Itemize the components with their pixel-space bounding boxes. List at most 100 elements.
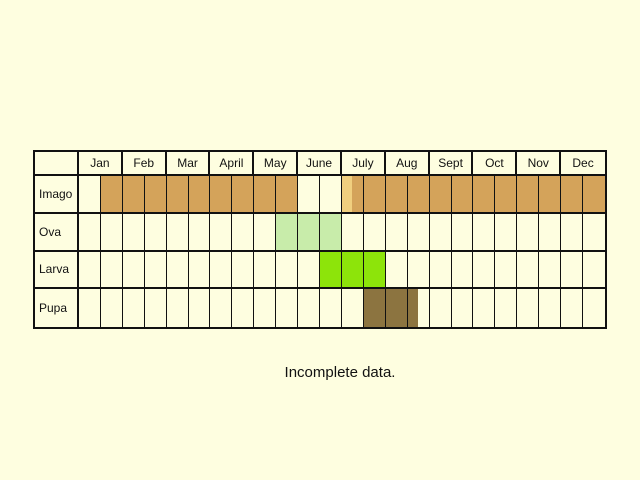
half-month-cell: [385, 213, 408, 252]
activity-fill: [166, 176, 188, 212]
half-month-cell: [561, 213, 584, 252]
half-month-cell: [363, 251, 386, 290]
activity-fill: [341, 176, 353, 212]
activity-fill: [363, 251, 385, 288]
activity-fill: [298, 213, 320, 250]
month-header: Oct: [473, 152, 518, 176]
half-month-cell: [145, 289, 167, 327]
activity-fill: [451, 176, 473, 212]
half-month-cell: [363, 213, 386, 252]
half-month-cell: [473, 213, 496, 252]
activity-fill: [583, 176, 605, 212]
half-month-cell: [583, 289, 605, 327]
activity-fill: [495, 176, 517, 212]
half-month-cell: [101, 289, 123, 327]
stage-label: Imago: [35, 176, 79, 214]
half-month-cell: [166, 176, 189, 214]
month-header: May: [254, 152, 299, 176]
half-month-cell: [210, 176, 233, 214]
half-month-cell: [561, 289, 584, 327]
half-month-cell: [473, 289, 496, 327]
activity-fill: [320, 213, 341, 250]
half-month-cell: [320, 289, 342, 327]
activity-fill: [539, 176, 561, 212]
half-month-cell: [385, 289, 408, 327]
activity-fill: [320, 251, 341, 288]
half-month-cell: [473, 176, 496, 214]
half-month-cell: [167, 289, 189, 327]
half-month-cell: [232, 251, 255, 290]
half-month-cell: [298, 213, 321, 252]
activity-fill: [363, 289, 385, 327]
activity-fill: [429, 176, 451, 212]
activity-fill: [385, 289, 407, 327]
stage-label: Pupa: [35, 289, 79, 327]
half-month-cell: [100, 176, 123, 214]
month-header: Nov: [517, 152, 562, 176]
half-month-cell: [517, 176, 540, 214]
incomplete-data-note: Incomplete data.: [284, 364, 396, 381]
half-month-cell: [122, 251, 145, 290]
activity-fill: [473, 176, 495, 212]
half-month-cell: [232, 289, 255, 327]
half-month-cell: [298, 289, 321, 327]
half-month-cell: [473, 251, 496, 290]
half-month-cell: [517, 289, 540, 327]
month-header: Dec: [561, 152, 605, 176]
life-cycle-calendar: Jan Feb Mar April May June July Aug Sept Oct Nov De…: [33, 150, 607, 329]
half-month-cell: [79, 251, 101, 290]
half-month-cell: [254, 213, 277, 252]
half-month-cell: [407, 213, 430, 252]
half-month-cell: [123, 289, 145, 327]
month-header: Aug: [385, 152, 430, 176]
half-month-cell: [166, 213, 189, 252]
activity-fill: [407, 289, 419, 327]
activity-fill: [232, 176, 254, 212]
activity-fill: [254, 176, 276, 212]
activity-fill: [407, 176, 429, 212]
half-month-cell: [583, 252, 605, 290]
half-month-cell: [189, 289, 211, 327]
half-month-cell: [210, 213, 233, 252]
half-month-cell: [210, 251, 233, 290]
half-month-cell: [188, 176, 211, 214]
half-month-cell: [539, 213, 562, 252]
half-month-cell: [276, 213, 299, 252]
half-month-cell: [429, 213, 452, 252]
half-month-cell: [363, 289, 386, 327]
month-header: Jan: [79, 152, 123, 176]
month-header: Feb: [122, 152, 167, 176]
half-month-cell: [341, 176, 364, 214]
half-month-cell: [298, 251, 321, 290]
month-header: Sept: [429, 152, 474, 176]
stage-label: Larva: [35, 251, 79, 290]
half-month-cell: [144, 176, 167, 214]
half-month-cell: [232, 176, 255, 214]
half-month-cell: [320, 251, 342, 290]
half-month-cell: [341, 251, 364, 290]
activity-fill: [100, 176, 122, 212]
half-month-cell: [298, 176, 321, 214]
half-month-cell: [254, 289, 277, 327]
half-month-cell: [276, 176, 299, 214]
half-month-cell: [79, 176, 101, 214]
half-month-cell: [452, 289, 474, 327]
activity-fill: [276, 176, 298, 212]
half-month-cell: [122, 176, 145, 214]
half-month-cell: [100, 213, 123, 252]
half-month-cell: [276, 289, 299, 327]
half-month-cell: [539, 176, 562, 214]
activity-fill: [363, 176, 385, 212]
half-month-cell: [188, 251, 211, 290]
half-month-cell: [254, 176, 277, 214]
half-month-cell: [495, 289, 518, 327]
half-month-cell: [517, 213, 540, 252]
stage-label: Ova: [35, 213, 79, 252]
half-month-cell: [276, 251, 299, 290]
half-month-cell: [539, 251, 562, 290]
half-month-cell: [166, 251, 189, 290]
activity-fill: [352, 176, 363, 212]
half-month-cell: [451, 213, 474, 252]
half-month-cell: [122, 213, 145, 252]
activity-fill: [122, 176, 144, 212]
